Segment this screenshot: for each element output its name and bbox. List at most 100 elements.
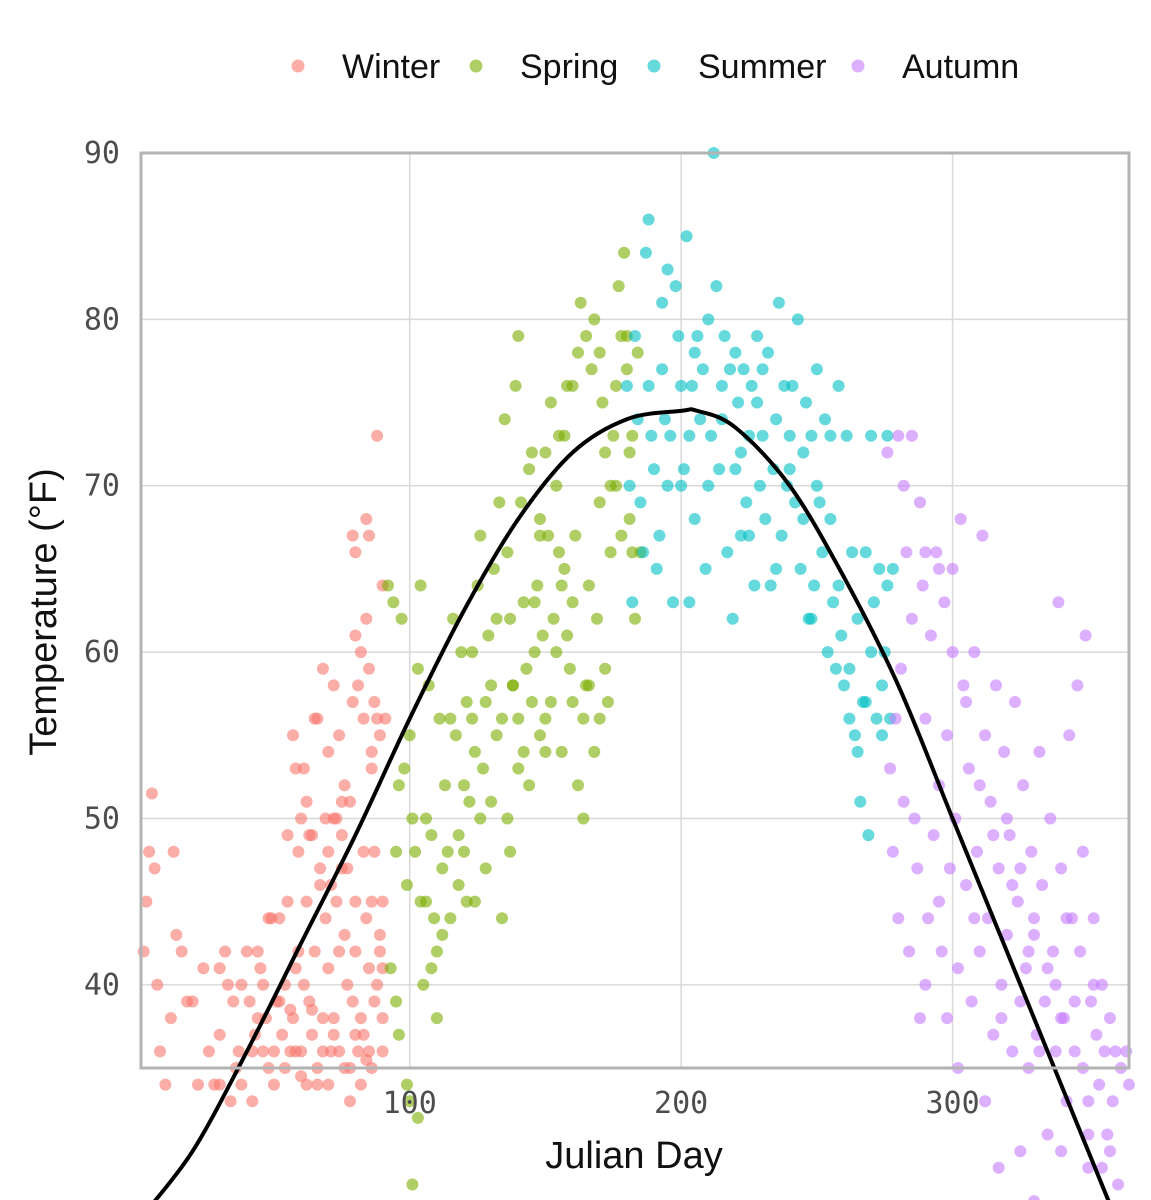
data-point xyxy=(300,1078,313,1091)
data-point xyxy=(360,612,373,625)
data-point xyxy=(881,579,894,592)
data-point xyxy=(550,479,563,492)
data-point xyxy=(436,928,449,941)
data-point xyxy=(919,978,932,991)
data-point xyxy=(376,1045,389,1058)
data-point xyxy=(327,679,340,692)
data-point xyxy=(1047,945,1059,958)
data-point xyxy=(764,579,777,592)
data-point xyxy=(995,1012,1008,1025)
data-point xyxy=(827,596,840,609)
legend-item-autumn: Autumn xyxy=(851,48,1019,86)
data-point xyxy=(322,962,335,975)
data-point xyxy=(832,379,845,392)
data-point xyxy=(428,912,441,925)
data-point xyxy=(740,496,753,509)
data-point xyxy=(710,280,723,293)
data-point xyxy=(170,928,183,941)
data-point xyxy=(1068,995,1081,1008)
data-point xyxy=(696,363,709,376)
data-point xyxy=(235,978,248,991)
legend-label: Spring xyxy=(520,48,618,86)
data-point xyxy=(363,529,375,542)
data-point xyxy=(553,429,565,442)
y-tick-label: 60 xyxy=(84,635,120,670)
data-point xyxy=(534,513,546,525)
data-point xyxy=(968,912,981,925)
data-point xyxy=(840,429,853,442)
data-point xyxy=(289,762,302,775)
data-point xyxy=(534,529,546,542)
data-point xyxy=(371,429,384,442)
legend-label: Winter xyxy=(342,48,440,86)
data-point xyxy=(498,413,511,426)
data-point xyxy=(401,879,413,891)
data-point xyxy=(1106,1095,1119,1108)
data-point xyxy=(555,745,568,758)
data-point xyxy=(941,729,954,742)
data-point xyxy=(1055,862,1068,875)
data-point xyxy=(1095,1161,1108,1174)
data-point xyxy=(775,529,788,542)
data-point xyxy=(566,596,579,609)
data-point xyxy=(1123,1078,1135,1091)
data-point xyxy=(349,629,362,642)
data-point xyxy=(1000,928,1013,941)
data-point xyxy=(1101,1128,1114,1141)
data-point xyxy=(373,729,386,742)
data-point xyxy=(1028,912,1040,925)
data-point xyxy=(344,795,356,808)
data-point xyxy=(1109,1045,1122,1058)
data-point xyxy=(829,662,842,675)
data-point xyxy=(1090,1028,1103,1041)
data-point xyxy=(688,346,701,359)
data-point xyxy=(251,945,264,958)
data-point xyxy=(227,995,240,1008)
data-point xyxy=(1006,1045,1019,1058)
data-point xyxy=(1000,812,1013,825)
data-point xyxy=(406,812,419,825)
series-autumn xyxy=(881,429,1135,1200)
data-point xyxy=(289,962,302,975)
data-point xyxy=(1014,862,1027,875)
data-point xyxy=(843,712,856,725)
data-point xyxy=(998,745,1011,758)
data-point xyxy=(1068,1045,1081,1058)
data-point xyxy=(420,812,432,825)
data-point xyxy=(561,629,574,642)
data-point xyxy=(338,779,351,792)
data-point xyxy=(460,696,473,708)
data-point xyxy=(466,712,479,725)
y-tick-label: 70 xyxy=(84,469,120,504)
data-point xyxy=(1038,995,1051,1008)
data-point xyxy=(933,562,945,575)
data-point xyxy=(403,729,416,742)
data-point xyxy=(357,1028,370,1041)
data-point xyxy=(911,862,924,875)
data-point xyxy=(384,962,397,975)
data-point xyxy=(268,1045,280,1058)
data-point xyxy=(626,429,639,442)
data-point xyxy=(588,745,601,758)
data-point xyxy=(629,330,641,342)
data-point xyxy=(610,379,622,392)
data-point xyxy=(148,862,161,875)
data-point xyxy=(724,363,736,376)
data-point xyxy=(379,712,392,725)
data-point xyxy=(715,379,728,392)
data-point xyxy=(213,1028,226,1041)
trend-line xyxy=(153,407,1111,1200)
data-point xyxy=(363,662,375,675)
data-point xyxy=(618,246,631,259)
data-point xyxy=(957,679,970,692)
data-point xyxy=(667,596,679,609)
data-point xyxy=(591,612,603,625)
data-point xyxy=(341,862,354,875)
data-point xyxy=(506,679,519,692)
data-point xyxy=(813,496,826,509)
data-point xyxy=(300,895,313,908)
data-point xyxy=(496,712,508,725)
data-point xyxy=(897,479,910,492)
data-point xyxy=(398,762,411,775)
data-point xyxy=(566,696,579,708)
